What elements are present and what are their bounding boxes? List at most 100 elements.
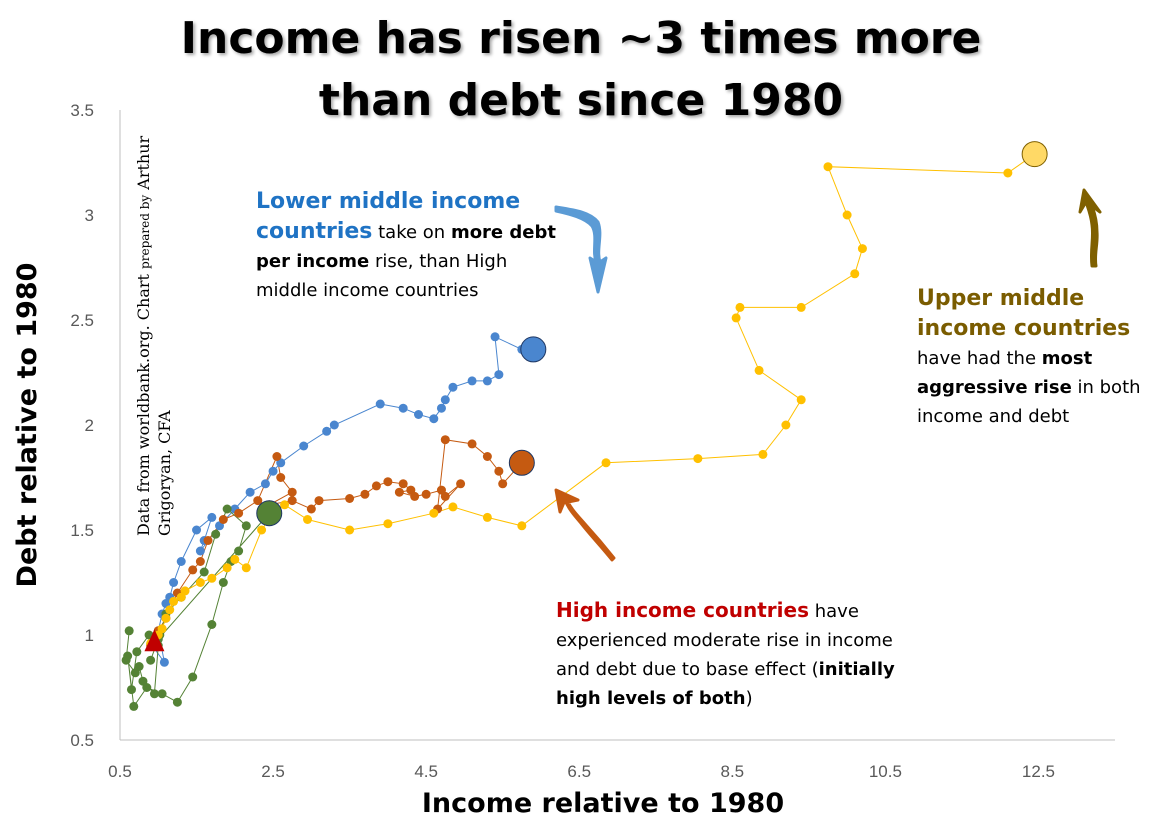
high-point: [440, 491, 450, 501]
lower-middle-note: Lower middle income countries take on mo…: [256, 187, 556, 305]
low_income-point: [146, 655, 156, 665]
low_income-point: [234, 546, 244, 556]
upper-middle-text-2: in both income and debt: [917, 377, 1141, 427]
low_income-point: [241, 521, 251, 531]
upper_middle-point: [758, 449, 768, 459]
tick-labels: 0.5 2.5 4.5 6.5 8.5 10.5 12.5 0.5 1 1.5 2 2.5 3 3.5: [70, 101, 1055, 781]
upper_middle-point: [796, 395, 806, 405]
upper_middle-point: [850, 269, 860, 279]
high-point: [272, 452, 282, 461]
low_income-point: [188, 672, 198, 682]
annotation-arrows: [554, 188, 1102, 562]
upper_middle-point: [601, 458, 611, 468]
upper-middle-note: Upper middle income countries have had th…: [917, 284, 1147, 431]
high-point: [287, 496, 297, 506]
chart-title: Income has risen ~3 times more than debt…: [0, 8, 1162, 132]
low_income-point: [157, 689, 167, 699]
high-point: [440, 435, 450, 445]
high-point: [494, 466, 504, 476]
high-point: [234, 508, 244, 518]
low_income-point: [132, 647, 142, 657]
upper_middle-point: [482, 512, 492, 522]
upper_middle-point: [517, 521, 527, 531]
high-point: [398, 479, 408, 489]
high-point: [498, 479, 508, 489]
x-tick-label: 2.5: [261, 762, 285, 781]
y-tick-label: 1.5: [70, 521, 94, 540]
lower_middle-point: [176, 557, 186, 566]
upper_middle-point: [842, 210, 852, 220]
upper_middle-point: [241, 563, 251, 573]
upper_middle-point: [157, 624, 167, 634]
chart-title-line-2: than debt since 1980: [318, 75, 844, 126]
upper_middle-point: [823, 162, 833, 172]
lower_middle-point: [159, 657, 169, 667]
lower_middle-point: [268, 466, 278, 476]
high-income-bold: initially high levels of both: [556, 659, 895, 709]
lower_middle-point: [440, 395, 450, 405]
lower_middle-point: [192, 525, 202, 535]
low_income-point: [142, 683, 152, 692]
lower_middle-point: [329, 420, 339, 430]
high-point: [345, 494, 355, 503]
low_income-point: [218, 578, 228, 587]
lower-middle-text-2: rise, than High middle income countries: [256, 251, 508, 301]
upper_middle-point: [693, 454, 703, 464]
upper_middle-point: [1003, 168, 1013, 178]
lower_middle-arrow-icon: [554, 205, 608, 294]
lower-middle-text-1: take on: [372, 222, 451, 243]
upper_middle-point: [754, 365, 764, 375]
high-point: [410, 491, 420, 501]
low_income-point: [149, 689, 159, 699]
upper_middle-point: [165, 605, 175, 615]
x-tick-label: 0.5: [108, 762, 132, 781]
source-note-part-1: Data from worldbank.org. Chart: [134, 274, 153, 536]
high-point: [195, 557, 205, 566]
chart-title-line-1: Income has risen ~3 times more: [180, 13, 982, 64]
upper_middle-point: [796, 302, 806, 312]
upper_middle-point: [731, 313, 741, 323]
lower_middle-point: [299, 441, 309, 451]
upper_middle-latest-marker: [1021, 141, 1048, 168]
high-point: [203, 536, 213, 545]
high-point: [360, 489, 370, 499]
high-income-note: High income countries have experienced m…: [556, 596, 928, 713]
low_income-point: [126, 685, 136, 695]
upper_middle-point: [383, 519, 393, 529]
lower_middle-point: [448, 382, 458, 392]
upper_middle-point: [280, 500, 290, 510]
lower-middle-heading: Lower middle income countries: [256, 189, 521, 244]
lower_middle-point: [490, 332, 500, 342]
origin-marker: [144, 629, 165, 652]
high-point: [188, 565, 198, 575]
lower_middle-point: [482, 376, 492, 386]
x-tick-label: 12.5: [1022, 762, 1055, 781]
low_income-series-line: [125, 508, 270, 708]
upper-middle-text-1: have had the: [917, 348, 1042, 369]
x-tick-label: 6.5: [567, 762, 591, 781]
upper_middle-point: [169, 596, 179, 606]
high-point: [421, 489, 431, 499]
lower_middle-point: [436, 403, 446, 413]
upper_middle-point: [222, 563, 232, 573]
high-income-heading: High income countries: [556, 598, 809, 622]
axes: [119, 110, 1115, 741]
upper_middle-point: [735, 302, 745, 312]
high-income-text-2: ): [745, 688, 753, 709]
upper_middle-point: [161, 613, 171, 623]
upper-middle-bold: most aggressive rise: [917, 348, 1093, 398]
high-arrow-icon: [554, 488, 616, 562]
high-point: [306, 504, 316, 514]
lower_middle-point: [195, 546, 205, 556]
high-point: [287, 487, 297, 497]
y-tick-label: 0.5: [70, 731, 94, 750]
y-tick-label: 2: [85, 416, 94, 435]
high-latest-marker: [508, 449, 535, 476]
lower_middle-point: [398, 403, 408, 413]
low_income-point: [124, 626, 134, 636]
lower_middle-point: [414, 410, 423, 419]
lower_middle-point: [260, 479, 270, 489]
high-point: [276, 473, 286, 482]
high-point: [383, 477, 393, 487]
